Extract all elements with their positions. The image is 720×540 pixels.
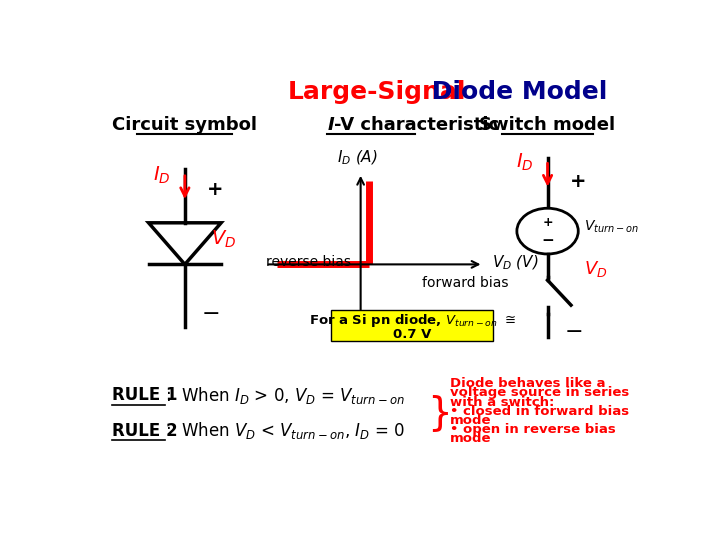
Text: voltage source in series: voltage source in series xyxy=(450,386,629,400)
Text: $V_{turn-on}$: $V_{turn-on}$ xyxy=(338,321,388,336)
Text: $I_D$: $I_D$ xyxy=(153,164,171,186)
Text: • closed in forward bias: • closed in forward bias xyxy=(450,406,629,419)
Text: $-$: $-$ xyxy=(564,320,582,340)
Text: mode: mode xyxy=(450,414,492,427)
Text: $V_D$ (V): $V_D$ (V) xyxy=(492,253,539,272)
Text: I: I xyxy=(327,116,334,134)
Text: reverse bias: reverse bias xyxy=(266,255,351,269)
Text: For a Si pn diode, $V_{turn-on}$ $\cong$: For a Si pn diode, $V_{turn-on}$ $\cong$ xyxy=(309,312,516,329)
Text: −: − xyxy=(541,233,554,248)
Text: :  When $I_D$ > 0, $V_D$ = $V_{turn-on}$: : When $I_D$ > 0, $V_D$ = $V_{turn-on}$ xyxy=(166,385,405,406)
Text: Large-Signal: Large-Signal xyxy=(288,80,467,104)
Text: Diode Model: Diode Model xyxy=(423,80,608,104)
Text: Diode behaves like a: Diode behaves like a xyxy=(450,377,606,390)
Text: forward bias: forward bias xyxy=(422,276,508,290)
Text: +: + xyxy=(570,172,587,191)
Text: -V characteristic: -V characteristic xyxy=(334,116,499,134)
Text: +: + xyxy=(207,180,224,199)
Text: :  When $V_D$ < $V_{turn-on}$, $I_D$ = 0: : When $V_D$ < $V_{turn-on}$, $I_D$ = 0 xyxy=(166,420,405,441)
FancyBboxPatch shape xyxy=(331,310,493,341)
Text: +: + xyxy=(542,217,553,230)
Text: }: } xyxy=(428,394,452,432)
Text: $I_D$ (A): $I_D$ (A) xyxy=(338,148,378,167)
Text: 0.7 V: 0.7 V xyxy=(393,328,431,341)
Text: Switch model: Switch model xyxy=(480,116,616,134)
Text: mode: mode xyxy=(450,431,492,444)
Text: RULE 1: RULE 1 xyxy=(112,386,178,404)
Text: $I_D$: $I_D$ xyxy=(516,152,534,173)
Text: $V_D$: $V_D$ xyxy=(212,229,236,250)
Text: $-$: $-$ xyxy=(201,302,219,322)
Text: $V_{turn-on}$: $V_{turn-on}$ xyxy=(584,219,639,235)
Text: RULE 2: RULE 2 xyxy=(112,422,178,440)
Text: with a switch:: with a switch: xyxy=(450,396,554,409)
Text: • open in reverse bias: • open in reverse bias xyxy=(450,423,616,436)
Text: $V_D$: $V_D$ xyxy=(584,259,607,279)
Text: Circuit symbol: Circuit symbol xyxy=(112,116,257,134)
